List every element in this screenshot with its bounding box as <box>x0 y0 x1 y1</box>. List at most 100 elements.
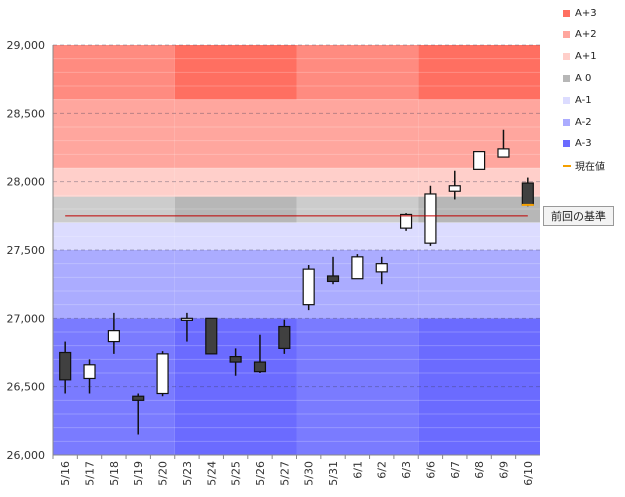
y-tick-label: 27,500 <box>7 244 46 257</box>
candle-body-down <box>205 317 218 355</box>
legend-label: 現在値 <box>575 162 605 174</box>
candle-body-down <box>278 325 291 349</box>
legend-item: A 0 <box>563 71 591 85</box>
candle-body-up <box>156 353 169 395</box>
x-tick-label: 6/1 <box>351 461 364 479</box>
legend-label: A+2 <box>575 29 597 41</box>
band-aplus1 <box>174 168 297 197</box>
candle-body-up <box>473 151 486 170</box>
band-aplus2 <box>53 99 175 168</box>
candle-body-up <box>107 330 120 343</box>
y-tick-label: 28,500 <box>7 107 46 120</box>
x-tick-label: 5/30 <box>303 461 316 486</box>
x-tick-label: 6/2 <box>376 461 389 479</box>
candle-body-up <box>424 193 437 244</box>
legend-item: A-1 <box>563 93 592 107</box>
axis-layer: 26,000 26,500 27,000 27,500 28,000 28,500 29,0… <box>7 39 540 486</box>
y-tick-label: 27,000 <box>7 312 46 325</box>
band-aminus3 <box>418 318 540 455</box>
x-tick-label: 6/3 <box>400 461 413 479</box>
band-aminus1 <box>53 222 175 250</box>
band-a0 <box>53 196 175 223</box>
legend-swatch <box>563 140 570 148</box>
band-aplus2 <box>174 99 297 168</box>
candle-body-down <box>326 275 340 283</box>
legend-label: A-1 <box>575 94 592 106</box>
x-tick-label: 5/24 <box>205 461 218 486</box>
candle-body-up <box>497 148 510 158</box>
band-aminus1 <box>174 222 297 250</box>
band-aminus1 <box>296 222 419 250</box>
legend-swatch <box>563 9 570 17</box>
band-aplus1 <box>418 168 540 197</box>
legend-label: A-2 <box>575 116 592 128</box>
band-aminus2 <box>174 250 297 319</box>
candle-body-up <box>448 185 461 192</box>
x-tick-label: 5/26 <box>254 461 267 486</box>
candle-body-up <box>302 268 315 306</box>
x-tick-label: 6/8 <box>473 461 486 479</box>
legend-item: A+1 <box>563 50 597 64</box>
x-tick-label: 5/19 <box>132 461 145 486</box>
band-aplus3 <box>174 45 297 100</box>
band-aplus3 <box>53 45 175 100</box>
band-aminus1 <box>418 222 540 250</box>
band-layer <box>53 45 540 455</box>
x-tick-label: 6/10 <box>522 461 535 486</box>
band-a0 <box>296 196 419 223</box>
legend-label: A 0 <box>575 72 592 84</box>
x-tick-label: 6/9 <box>497 461 510 479</box>
x-tick-label: 5/17 <box>84 461 97 486</box>
band-aplus2 <box>296 99 419 168</box>
x-tick-label: 6/6 <box>424 461 437 479</box>
candle-body-down <box>59 351 72 381</box>
overlay-layer <box>65 203 534 217</box>
candle-body-up <box>180 317 194 321</box>
x-tick-label: 6/7 <box>449 461 462 479</box>
legend-item: A-2 <box>563 115 592 129</box>
legend-item: A+3 <box>563 6 597 20</box>
legend-swatch <box>563 74 570 82</box>
band-a0 <box>418 196 540 223</box>
candle-body-up <box>399 213 413 229</box>
x-tick-label: 5/18 <box>108 461 121 486</box>
x-tick-label: 5/27 <box>278 461 291 486</box>
legend-swatch <box>563 31 570 39</box>
candle-layer <box>59 129 534 435</box>
candle-body-up <box>83 364 96 380</box>
legend-swatch <box>563 118 570 126</box>
band-a0 <box>174 196 297 223</box>
candle-body-down <box>253 361 267 373</box>
candle-body-up <box>351 256 364 280</box>
legend-label: A+3 <box>575 7 597 19</box>
legend-swatch <box>563 53 570 61</box>
band-aplus1 <box>296 168 419 197</box>
grid-layer <box>53 44 540 456</box>
x-tick-label: 5/25 <box>230 461 243 486</box>
x-tick-label: 5/16 <box>59 461 72 486</box>
y-tick-label: 29,000 <box>7 39 46 52</box>
legend-label: A+1 <box>575 51 597 63</box>
candle-body-down <box>132 395 145 401</box>
legend-swatch <box>563 96 570 104</box>
legend-item: A+2 <box>563 28 597 42</box>
y-tick-label: 26,000 <box>7 449 46 462</box>
candle-body-down <box>521 182 534 206</box>
y-tick-label: 28,000 <box>7 176 46 189</box>
legend-item: 現在値 <box>563 159 605 173</box>
band-aplus3 <box>296 45 419 100</box>
legend-label: A-3 <box>575 138 592 150</box>
x-tick-label: 5/20 <box>157 461 170 486</box>
band-aplus3 <box>418 45 540 100</box>
legend-item: A-3 <box>563 137 592 151</box>
x-tick-label: 5/31 <box>327 461 340 486</box>
band-aminus3 <box>296 318 419 455</box>
x-tick-label: 5/23 <box>181 461 194 486</box>
reference-line-label: 前回の基準 <box>543 206 614 226</box>
candle-body-down <box>229 356 242 363</box>
band-aminus2 <box>418 250 540 319</box>
candle-body-up <box>375 263 388 273</box>
legend-swatch <box>563 164 571 167</box>
y-tick-label: 26,500 <box>7 381 46 394</box>
